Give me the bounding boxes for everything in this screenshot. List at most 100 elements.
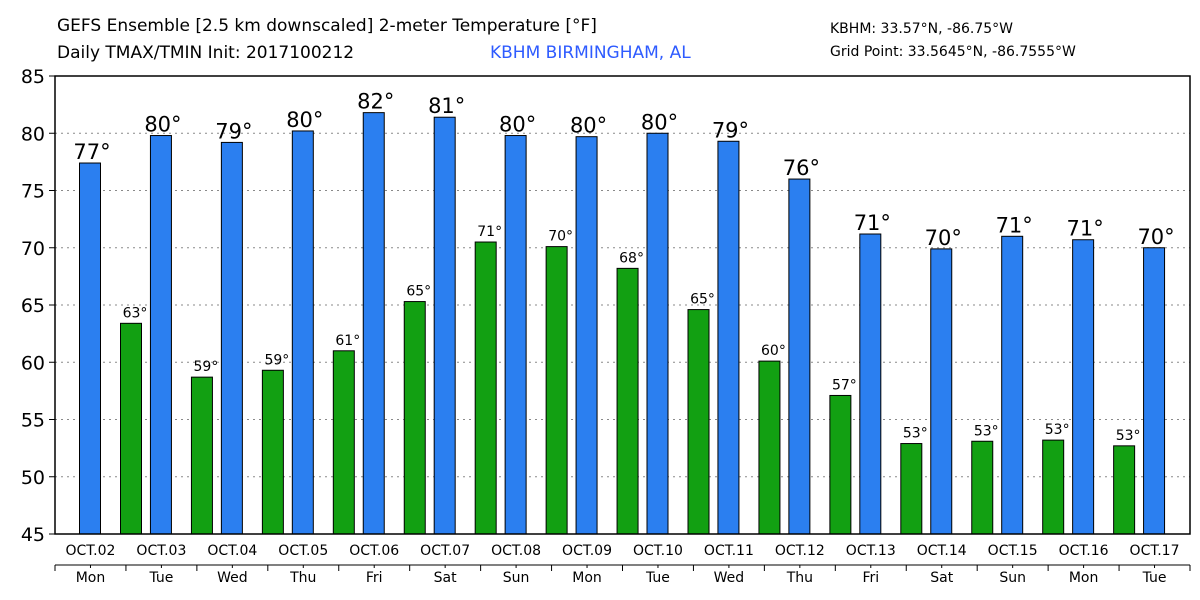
tmin-bar (971, 440, 994, 535)
tmax-bar (504, 135, 527, 535)
tmax-bar (149, 135, 172, 535)
y-tick-label: 85 (21, 66, 45, 88)
tmax-bar (859, 233, 882, 535)
tmin-value-label: 53° (974, 423, 999, 439)
tmin-value-label: 59° (194, 359, 219, 375)
tmin-bar (758, 360, 781, 535)
tmax-value-label: 80° (286, 108, 323, 132)
tmax-value-label: 80° (144, 113, 181, 137)
tmax-bar (717, 140, 740, 535)
tmax-value-label: 70° (925, 226, 962, 250)
tmax-value-label: 71° (854, 211, 891, 235)
tmax-bar (575, 136, 598, 535)
tmax-value-label: 79° (215, 119, 252, 143)
date-label: OCT.07 (420, 543, 470, 559)
date-label: OCT.13 (846, 543, 896, 559)
tmax-value-label: 81° (428, 94, 465, 118)
tmax-value-label: 76° (783, 156, 820, 180)
tmax-value-label: 71° (996, 213, 1033, 237)
tmin-value-label: 70° (548, 229, 573, 245)
date-label: OCT.14 (917, 543, 967, 559)
date-label: OCT.15 (988, 543, 1038, 559)
date-label: OCT.11 (704, 543, 754, 559)
y-tick-label: 70 (21, 238, 45, 260)
weekday-label: Tue (148, 570, 173, 586)
date-label: OCT.06 (349, 543, 399, 559)
y-tick-label: 75 (21, 181, 45, 203)
tmin-bar (403, 301, 426, 535)
weekday-label: Tue (1142, 570, 1167, 586)
tmin-bar (1042, 439, 1065, 535)
date-label: OCT.17 (1130, 543, 1180, 559)
chart-title: GEFS Ensemble [2.5 km downscaled] 2-mete… (57, 16, 597, 36)
date-label: OCT.16 (1059, 543, 1109, 559)
date-label: OCT.05 (278, 543, 328, 559)
grid-point-coordinates: Grid Point: 33.5645°N, -86.7555°W (830, 44, 1076, 60)
tmin-bar (687, 309, 710, 535)
tmin-bar (900, 443, 923, 535)
tmin-value-label: 53° (1116, 428, 1141, 444)
station-coordinates: KBHM: 33.57°N, -86.75°W (830, 21, 1013, 37)
date-label: OCT.04 (207, 543, 257, 559)
weekday-label: Tue (645, 570, 670, 586)
tmin-value-label: 57° (832, 377, 857, 393)
tmin-value-label: 61° (335, 333, 360, 349)
tmin-value-label: 65° (690, 292, 715, 308)
tmin-value-label: 60° (761, 343, 786, 359)
date-label: OCT.08 (491, 543, 541, 559)
tmin-value-label: 71° (477, 224, 502, 240)
weekday-label: Thu (786, 570, 813, 586)
weekday-label: Mon (76, 570, 106, 586)
tmin-value-label: 53° (903, 426, 928, 442)
plot-frame (54, 75, 1191, 535)
date-label: OCT.03 (136, 543, 186, 559)
chart-subtitle: Daily TMAX/TMIN Init: 2017100212 (57, 43, 355, 63)
tmin-value-label: 68° (619, 250, 644, 266)
tmax-bar (362, 112, 385, 535)
tmax-bar (1001, 235, 1024, 535)
tmax-bar (930, 248, 953, 535)
tmax-value-label: 80° (499, 113, 536, 137)
station-name: KBHM BIRMINGHAM, AL (490, 43, 691, 63)
tmax-bar (788, 178, 811, 535)
tmax-bar (1143, 247, 1166, 535)
tmin-bar (1113, 445, 1136, 535)
tmin-bar (190, 376, 213, 535)
y-tick-label: 80 (21, 123, 45, 145)
tmax-bar (79, 162, 101, 535)
tmax-bar (433, 116, 456, 535)
weekday-label: Thu (289, 570, 316, 586)
weekday-label: Wed (217, 570, 248, 586)
weekday-label: Sun (503, 570, 530, 586)
weekday-label: Sat (930, 570, 953, 586)
tmin-bar (616, 267, 639, 535)
tmax-value-label: 82° (357, 90, 394, 114)
date-label: OCT.12 (775, 543, 825, 559)
y-tick-label: 60 (21, 352, 45, 374)
y-tick-label: 55 (21, 410, 45, 432)
tmin-value-label: 63° (123, 305, 148, 321)
date-label: OCT.09 (562, 543, 612, 559)
tmin-value-label: 53° (1045, 422, 1070, 438)
tmax-value-label: 77° (73, 140, 110, 164)
y-tick-label: 45 (21, 524, 45, 546)
tmin-bar (545, 246, 568, 535)
tmax-value-label: 71° (1067, 217, 1104, 241)
y-tick-label: 50 (21, 467, 45, 489)
tmin-bar (829, 394, 852, 535)
tmax-value-label: 80° (641, 110, 678, 134)
weekday-label: Wed (714, 570, 745, 586)
tmax-bar (646, 132, 669, 535)
weekday-label: Sat (434, 570, 457, 586)
weekday-label: Fri (862, 570, 879, 586)
weekday-label: Sun (999, 570, 1026, 586)
tmin-value-label: 65° (406, 284, 431, 300)
tmin-value-label: 59° (264, 352, 289, 368)
y-tick-label: 65 (21, 295, 45, 317)
weekday-label: Mon (1069, 570, 1099, 586)
weekday-label: Mon (572, 570, 602, 586)
date-label: OCT.10 (633, 543, 683, 559)
tmin-bar (332, 350, 355, 535)
tmin-bar (474, 241, 497, 535)
tmax-value-label: 79° (712, 118, 749, 142)
